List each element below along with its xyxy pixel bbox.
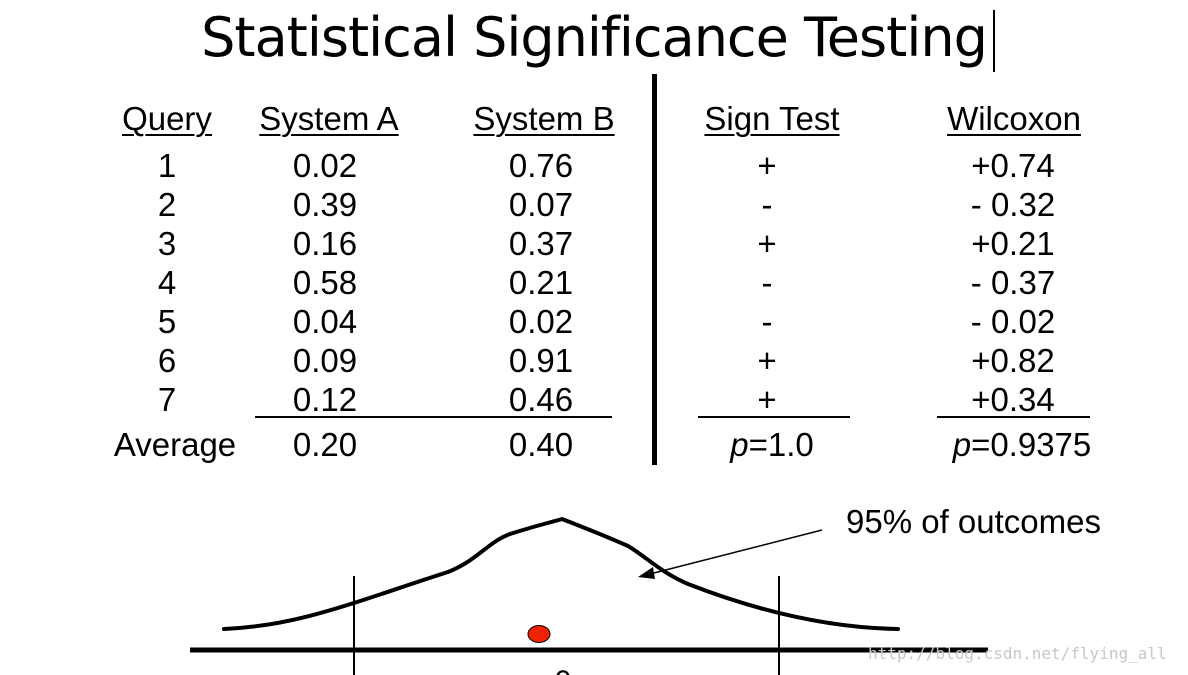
system-a-cell: 0.58 [292, 264, 358, 301]
sign-cell: - [761, 303, 773, 340]
average-system-b: 0.40 [508, 426, 574, 463]
system-b-cell: 0.91 [508, 342, 574, 379]
system-b-cell: 0.21 [508, 264, 574, 301]
header-system-b: System B [473, 100, 615, 137]
sign-cell: - [761, 264, 773, 301]
query-cell: 7 [157, 381, 177, 418]
query-cell: 4 [157, 264, 177, 301]
sign-cell: + [757, 147, 777, 184]
query-cell: 1 [157, 147, 177, 184]
query-cell: 5 [157, 303, 177, 340]
observed-outcome-marker [527, 625, 551, 643]
system-b-cell: 0.07 [508, 186, 574, 223]
system-a-cell: 0.39 [292, 186, 358, 223]
header-sign-test: Sign Test [704, 100, 840, 137]
p-symbol: p [952, 426, 972, 463]
watermark: http://blog.csdn.net/flying_all [868, 644, 1167, 663]
average-label: Average [113, 426, 237, 463]
sum-rule-systems [255, 416, 612, 418]
wilcoxon-cell: - 0.32 [970, 186, 1056, 223]
average-system-a: 0.20 [292, 426, 358, 463]
system-a-cell: 0.02 [292, 147, 358, 184]
header-system-a: System A [259, 100, 399, 137]
distribution-curve [222, 517, 900, 631]
system-a-cell: 0.16 [292, 225, 358, 262]
system-a-cell: 0.12 [292, 381, 358, 418]
query-cell: 3 [157, 225, 177, 262]
sign-cell: - [761, 186, 773, 223]
sign-test-p-value: p=1.0 [672, 426, 872, 464]
system-b-cell: 0.02 [508, 303, 574, 340]
wilcoxon-cell: +0.21 [971, 225, 1055, 262]
sign-cell: + [757, 342, 777, 379]
text-cursor [993, 10, 995, 72]
wilcoxon-p-value: p=0.9375 [912, 426, 1132, 464]
annotation-arrow-line [649, 529, 823, 575]
p-value: =1.0 [748, 426, 814, 463]
wilcoxon-cell: +0.34 [971, 381, 1055, 418]
wilcoxon-cell: - 0.02 [970, 303, 1056, 340]
sign-cell: + [757, 381, 777, 418]
wilcoxon-cell: +0.74 [971, 147, 1055, 184]
sign-cell: + [757, 225, 777, 262]
annotation-arrowhead [638, 567, 655, 579]
query-cell: 2 [157, 186, 177, 223]
sum-rule-sign-test [698, 416, 850, 418]
table-divider [652, 74, 657, 465]
system-a-cell: 0.09 [292, 342, 358, 379]
system-a-cell: 0.04 [292, 303, 358, 340]
query-cell: 6 [157, 342, 177, 379]
wilcoxon-cell: - 0.37 [970, 264, 1056, 301]
header-query: Query [122, 100, 212, 137]
system-b-cell: 0.76 [508, 147, 574, 184]
p-value: =0.9375 [971, 426, 1092, 463]
p-symbol: p [730, 426, 749, 463]
axis-zero-label: 0 [555, 665, 572, 675]
sum-rule-wilcoxon [937, 416, 1090, 418]
header-wilcoxon: Wilcoxon [947, 100, 1081, 137]
system-b-cell: 0.46 [508, 381, 574, 418]
slide-title: Statistical Significance Testing [201, 6, 988, 69]
system-b-cell: 0.37 [508, 225, 574, 262]
wilcoxon-cell: +0.82 [971, 342, 1055, 379]
annotation-label: 95% of outcomes [846, 503, 1101, 540]
